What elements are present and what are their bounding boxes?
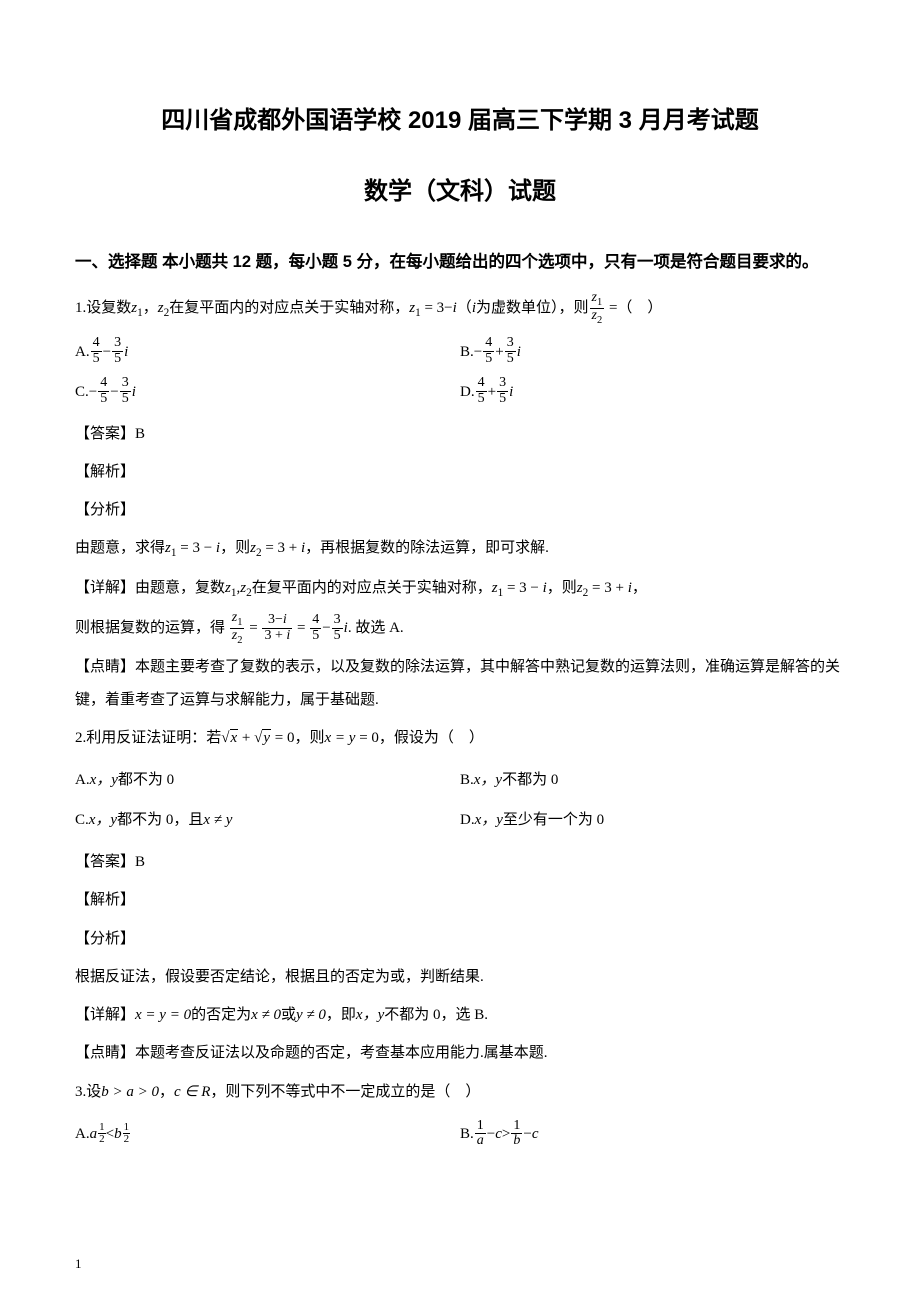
q1-explain-label: 【解析】 [75,456,845,488]
q1-prefix: 1.设复数 [75,300,131,316]
q1-fraction: z1z2 [590,291,605,326]
page-number: 1 [75,1256,82,1272]
page: 四川省成都外国语学校 2019 届高三下学期 3 月月考试题 数学（文科）试题 … [0,0,920,1302]
q1-z1eq: z1 [409,300,420,316]
q1-option-d: D. 45+35i [460,372,845,412]
q1-option-c: C. −45−35i [75,372,460,412]
q1-options: A. 45−35i B. −45+35i C. −45−35i D. 45+35… [75,332,845,412]
q1-answer: 【答案】B [75,418,845,450]
q2-note: 【点睛】本题考查反证法以及命题的否定，考查基本应用能力.属基本题. [75,1037,845,1069]
q1-z1: z1 [131,300,142,316]
q2-options: A. x，y都不为 0 B. x，y不都为 0 C. x，y都不为 0，且x ≠… [75,760,845,840]
q1-analysis-text: 由题意，求得z1 = 3 − i，则z2 = 3 + i，再根据复数的除法运算，… [75,532,845,565]
q2-stem: 2.利用反证法证明：若x + y = 0，则x = y = 0，假设为（ ） [75,722,845,754]
q1-stem: 1.设复数z1，z2在复平面内的对应点关于实轴对称，z1 = 3−i（i为虚数单… [75,291,845,326]
q3-option-b: B. 1a−c > 1b−c [460,1114,845,1154]
q2-analysis-text: 根据反证法，假设要否定结论，根据且的否定为或，判断结果. [75,961,845,993]
q2-answer: 【答案】B [75,846,845,878]
q1-note: 【点睛】本题主要考查了复数的表示，以及复数的除法运算，其中解答中熟记复数的运算法… [75,651,845,716]
q3-stem: 3.设b > a > 0，c ∈ R，则下列不等式中不一定成立的是（ ） [75,1076,845,1108]
q1-calc: 则根据复数的运算，得 z1z2 = 3−i3 + i = 45−35i. 故选 … [75,611,845,646]
exam-subtitle: 数学（文科）试题 [75,171,845,206]
q1-analysis-label: 【分析】 [75,494,845,526]
q2-option-c: C. x，y都不为 0，且x ≠ y [75,800,460,840]
q1-option-a: A. 45−35i [75,332,460,372]
q2-option-d: D. x，y至少有一个为 0 [460,800,845,840]
q3-options: A. a12 < b12 B. 1a−c > 1b−c [75,1114,845,1154]
q3-option-a: A. a12 < b12 [75,1114,460,1154]
exam-title: 四川省成都外国语学校 2019 届高三下学期 3 月月考试题 [75,100,845,135]
q2-option-b: B. x，y不都为 0 [460,760,845,800]
q2-explain-label: 【解析】 [75,884,845,916]
q2-option-a: A. x，y都不为 0 [75,760,460,800]
q2-analysis-label: 【分析】 [75,923,845,955]
q2-detail: 【详解】x = y = 0的否定为x ≠ 0或y ≠ 0，即x，y不都为 0，选… [75,999,845,1031]
q1-option-b: B. −45+35i [460,332,845,372]
q1-detail: 【详解】由题意，复数z1,z2在复平面内的对应点关于实轴对称，z1 = 3 − … [75,572,845,605]
section-1-heading: 一、选择题 本小题共 12 题，每小题 5 分，在每小题给出的四个选项中，只有一… [75,246,845,279]
q1-z2: z2 [158,300,169,316]
